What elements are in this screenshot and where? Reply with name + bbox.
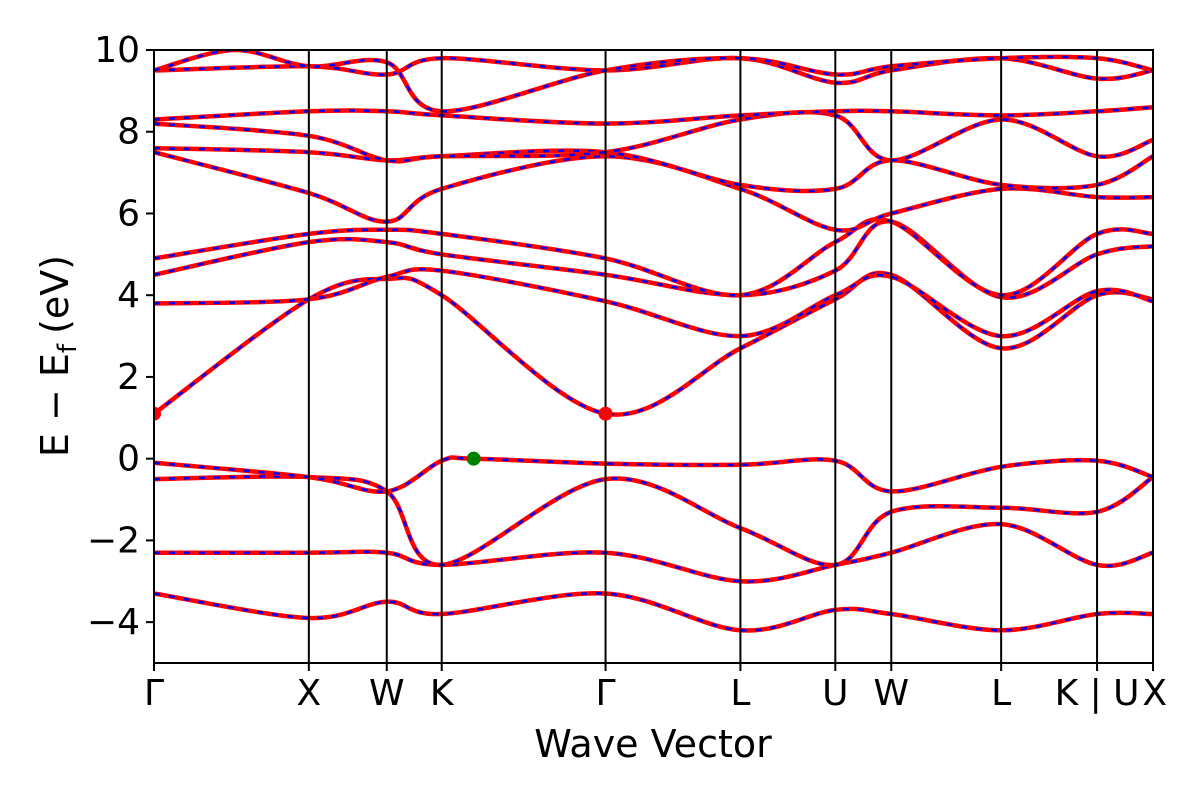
y-axis-label: E − Ef (eV): [33, 255, 83, 457]
band-8-dashed: [154, 150, 1153, 232]
x-tick-label-9: K | U: [1055, 673, 1140, 714]
y-tick-label-5: 6: [117, 193, 140, 234]
x-tick-label-7: W: [873, 673, 909, 714]
cbm-marker-1: [598, 406, 613, 421]
bands-layer: [154, 50, 1153, 633]
x-tick-label-2: W: [369, 673, 405, 714]
x-tick-label-0: Γ: [144, 673, 164, 714]
x-tick-label-3: K: [430, 673, 455, 714]
y-tick-label-3: 2: [117, 357, 140, 398]
y-tick-label-0: −4: [87, 602, 140, 643]
y-axis-label-unit: (eV): [33, 255, 77, 334]
band-0-dashed: [154, 592, 1153, 632]
band-1-solid: [154, 521, 1153, 584]
band-9-solid: [154, 145, 1153, 194]
x-tick-label-1: X: [297, 673, 322, 714]
band-13-dashed: [154, 50, 1153, 113]
x-tick-label-5: L: [730, 673, 750, 714]
y-tick-label-7: 10: [94, 30, 140, 71]
y-tick-label-1: −2: [87, 520, 140, 561]
band-1-dashed: [154, 522, 1153, 583]
cbm-marker-0: [154, 406, 161, 421]
x-axis-label: Wave Vector: [534, 722, 772, 766]
band-edge-markers: [154, 406, 613, 466]
band-5-solid: [154, 267, 1153, 339]
band-4-dashed: [154, 271, 1153, 416]
band-7-dashed: [154, 217, 1153, 297]
plot-frame: [153, 49, 1154, 664]
y-tick-label-6: 8: [117, 112, 140, 153]
special-point-lines: [307, 50, 1099, 663]
y-axis-label-subscript: f: [53, 343, 83, 353]
x-tick-label-10: X: [1142, 673, 1167, 714]
y-axis-label-main: E − E: [33, 353, 77, 457]
x-tick-label-4: Γ: [596, 673, 616, 714]
vbm-marker-2: [466, 451, 481, 466]
band-11-dashed: [154, 105, 1153, 125]
y-axis-ticks: −4 −2 0 2 4 6 8 10: [87, 30, 154, 643]
y-tick-label-4: 4: [117, 275, 140, 316]
band-10-dashed: [154, 110, 1153, 163]
x-tick-label-8: L: [991, 673, 1011, 714]
band-0-solid: [154, 591, 1153, 633]
x-tick-label-6: U: [822, 673, 848, 714]
y-tick-label-2: 0: [117, 439, 140, 480]
band-9-dashed: [154, 146, 1153, 193]
